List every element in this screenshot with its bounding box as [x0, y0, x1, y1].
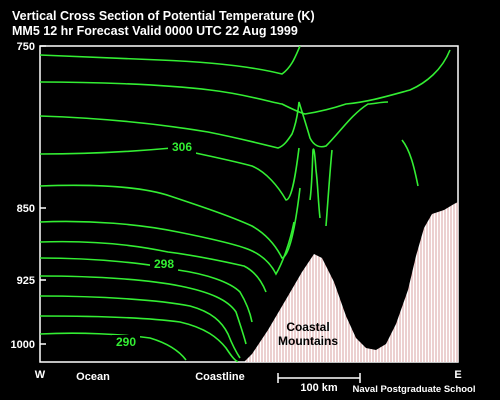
contour-label-backing [168, 140, 196, 154]
y-tick-label-750: 750 [17, 41, 35, 53]
terrain-label-line-2: Mountains [278, 334, 338, 348]
contour-line [325, 149, 333, 227]
contour-line [40, 101, 389, 149]
figure-title-line-2: MM5 12 hr Forecast Valid 0000 UTC 22 Aug… [12, 24, 298, 38]
contour-line [40, 332, 187, 361]
x-axis-east-label: E [454, 369, 461, 381]
y-tick-label-925: 925 [17, 275, 35, 287]
y-tick-label-1000: 1000 [11, 339, 35, 351]
isentrope-contours [40, 46, 451, 362]
x-axis-coastline-label: Coastline [195, 371, 245, 383]
figure-title-line-1: Vertical Cross Section of Potential Temp… [12, 9, 315, 23]
contour-line [40, 240, 267, 293]
y-tick-label-850: 850 [17, 203, 35, 215]
scale-bar-label: 100 km [300, 382, 338, 394]
contour-line [401, 139, 419, 187]
terrain-label-line-1: Coastal [286, 320, 329, 334]
contour-line [40, 184, 301, 259]
contour-label-backing [112, 335, 140, 349]
contour-label-298: 298 [154, 257, 174, 271]
contour-line [40, 220, 295, 276]
x-axis-ocean-label: Ocean [76, 371, 110, 383]
contour-line [40, 46, 301, 75]
contour-line [40, 275, 247, 345]
contour-line [40, 257, 253, 323]
contour-line [309, 148, 321, 219]
contour-line [40, 49, 451, 115]
coastal-mountains-terrain [244, 202, 458, 362]
contour-label-backing [150, 257, 178, 271]
contour-line [40, 147, 300, 201]
scale-bar [277, 373, 361, 383]
y-axis: 750 850 925 1000 [11, 41, 46, 351]
contour-line [40, 315, 239, 362]
contour-line [40, 295, 241, 359]
credit-text: Naval Postgraduate School [352, 384, 475, 395]
contour-label-306: 306 [172, 140, 192, 154]
contour-label-290: 290 [116, 335, 136, 349]
x-axis-west-label: W [35, 369, 46, 381]
